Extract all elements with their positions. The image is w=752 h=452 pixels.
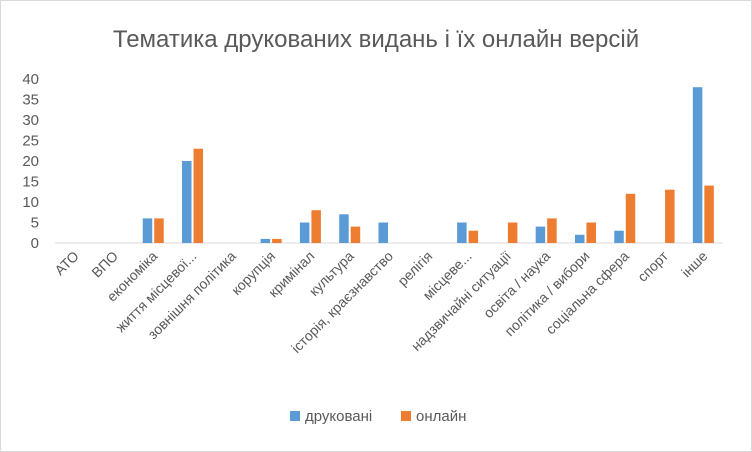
bar-online (154, 218, 164, 243)
bar-online (272, 238, 282, 243)
legend-swatch-online (401, 411, 411, 421)
bar-printed (457, 222, 467, 243)
bar-online (547, 218, 557, 243)
legend-label-printed: друковані (305, 408, 372, 425)
bar-online (193, 148, 204, 243)
category-label: інше (678, 248, 711, 281)
y-tick-label: 40 (22, 71, 39, 88)
y-tick-label: 20 (22, 153, 39, 170)
bar-printed (142, 218, 153, 243)
bar-printed (535, 226, 546, 243)
category-label: ВПО (88, 248, 121, 281)
y-tick-label: 5 (31, 215, 39, 232)
bar-online (350, 226, 361, 243)
bar-printed (574, 234, 585, 243)
y-tick-label: 0 (31, 235, 39, 252)
legend: друковані онлайн (290, 408, 466, 425)
bar-printed (378, 222, 388, 243)
bar-online (704, 185, 714, 243)
y-tick-label: 25 (22, 133, 39, 150)
category-label: спорт (634, 247, 671, 284)
bar-printed (299, 222, 310, 243)
bars-layer (142, 87, 714, 243)
y-tick-label: 30 (22, 112, 39, 129)
bar-printed (692, 87, 703, 243)
bar-online (665, 189, 675, 243)
bar-online (586, 222, 596, 243)
legend-swatch-printed (290, 411, 300, 421)
y-tick-label: 10 (22, 194, 39, 211)
chart-title: Тематика друкованих видань і їх онлайн в… (113, 26, 639, 53)
y-tick-label: 35 (22, 92, 39, 109)
bar-printed (260, 238, 271, 243)
bar-printed (339, 214, 349, 243)
bar-online (468, 230, 479, 243)
bar-online (507, 222, 518, 243)
bar-online (311, 210, 321, 243)
y-tick-label: 15 (22, 174, 39, 191)
bar-online (625, 193, 636, 243)
bar-printed (182, 161, 192, 243)
legend-label-online: онлайн (416, 408, 466, 425)
category-label: АТО (51, 248, 82, 279)
bar-printed (614, 230, 624, 243)
axis-layer: 0 5 10 15 20 25 30 35 40 (22, 71, 723, 252)
